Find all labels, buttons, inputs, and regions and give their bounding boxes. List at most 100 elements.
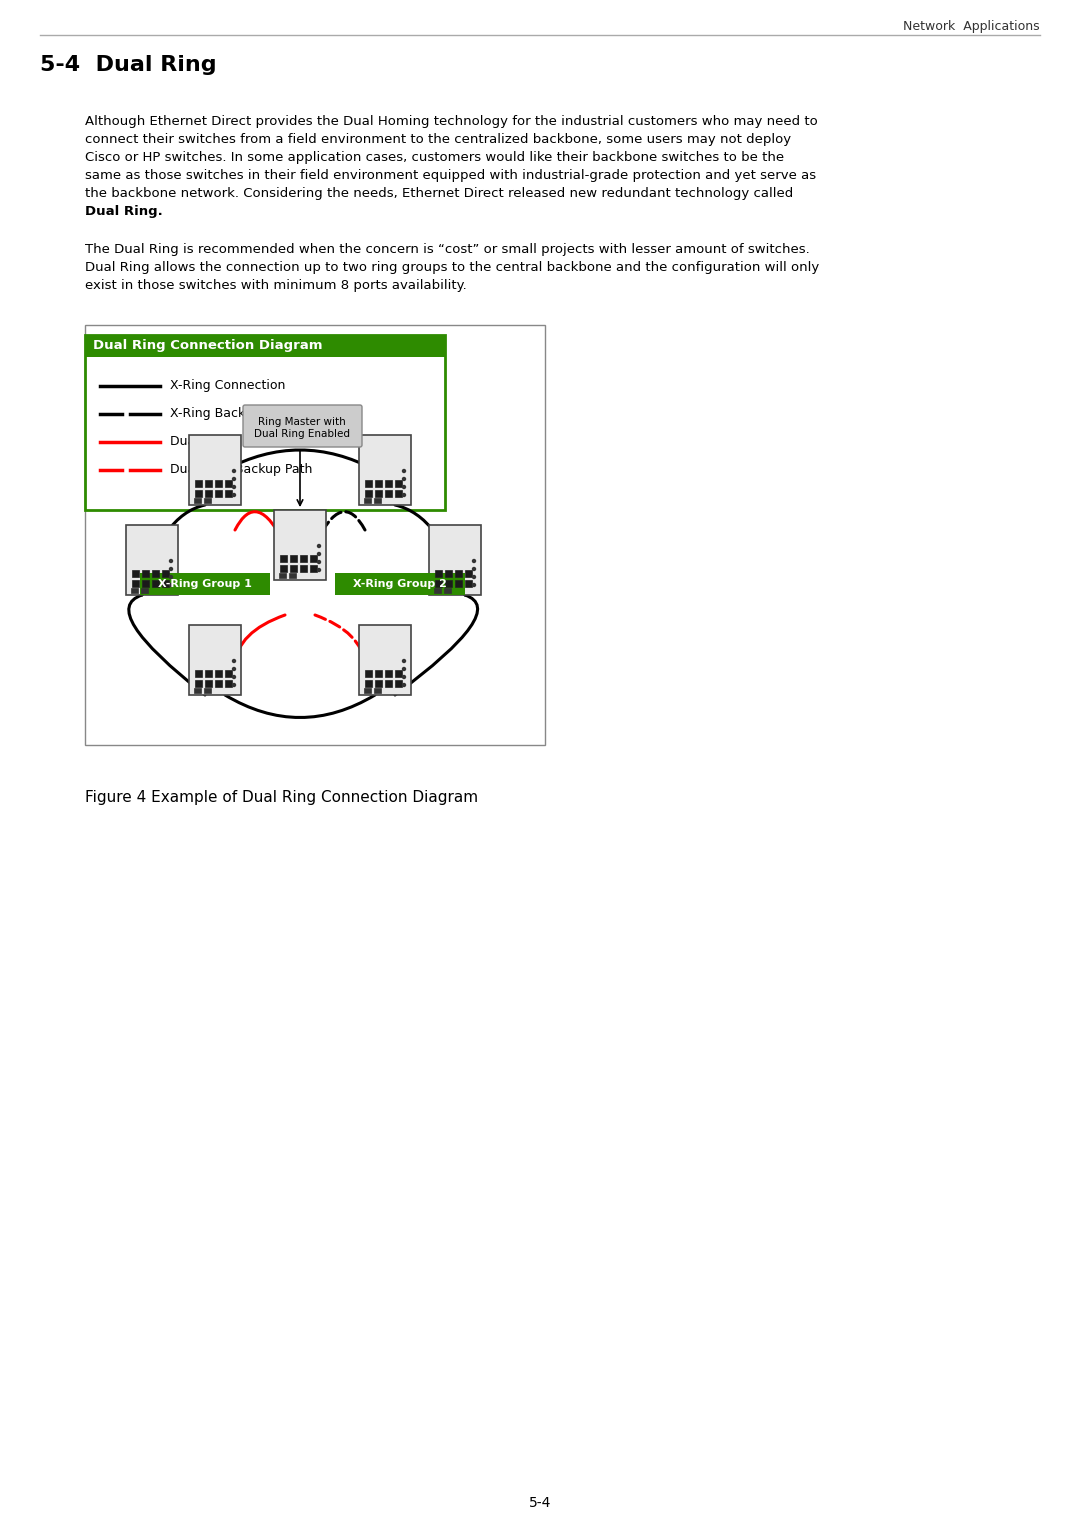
Circle shape	[403, 675, 405, 678]
Bar	[126, 525, 178, 596]
Circle shape	[473, 568, 475, 571]
Bar	[291, 554, 297, 562]
Bar	[85, 334, 445, 510]
Bar	[434, 588, 441, 592]
Bar	[444, 588, 451, 592]
Text: .: .	[85, 205, 90, 218]
Bar	[291, 565, 297, 573]
Bar	[465, 570, 472, 577]
Circle shape	[403, 684, 405, 687]
Text: the backbone network. Considering the needs, Ethernet Direct released new redund: the backbone network. Considering the ne…	[85, 186, 793, 200]
Bar	[141, 588, 148, 592]
Bar	[289, 573, 296, 579]
Bar	[189, 625, 241, 695]
Circle shape	[170, 576, 173, 579]
Bar	[215, 670, 222, 676]
Bar	[85, 325, 545, 745]
Bar	[215, 479, 222, 487]
Bar	[132, 570, 139, 577]
Circle shape	[318, 560, 321, 563]
Bar	[435, 570, 442, 577]
Text: Although Ethernet Direct provides the Dual Homing technology for the industrial : Although Ethernet Direct provides the Du…	[85, 115, 818, 128]
Text: 5-4  Dual Ring: 5-4 Dual Ring	[40, 55, 217, 75]
Text: Cisco or HP switches. In some application cases, customers would like their back: Cisco or HP switches. In some applicatio…	[85, 151, 784, 163]
Bar	[195, 479, 202, 487]
Circle shape	[403, 478, 405, 481]
Bar	[132, 580, 139, 586]
Bar	[384, 490, 392, 496]
Bar	[205, 670, 212, 676]
Bar	[205, 680, 212, 687]
Circle shape	[170, 583, 173, 586]
Bar	[215, 490, 222, 496]
Bar	[335, 573, 465, 596]
Bar	[364, 689, 372, 693]
Circle shape	[232, 675, 235, 678]
Text: X-Ring Connection: X-Ring Connection	[170, 380, 285, 392]
Text: Figure 4 Example of Dual Ring Connection Diagram: Figure 4 Example of Dual Ring Connection…	[85, 789, 478, 805]
Bar	[465, 580, 472, 586]
Text: same as those switches in their field environment equipped with industrial-grade: same as those switches in their field en…	[85, 169, 816, 182]
Bar	[429, 525, 481, 596]
Bar	[225, 680, 232, 687]
Bar	[141, 570, 149, 577]
Bar	[300, 565, 307, 573]
Bar	[204, 498, 211, 502]
Circle shape	[403, 667, 405, 670]
Circle shape	[473, 559, 475, 562]
Bar	[445, 580, 453, 586]
Bar	[364, 498, 372, 502]
Circle shape	[403, 486, 405, 489]
Bar	[215, 680, 222, 687]
Bar	[445, 570, 453, 577]
Text: 5-4: 5-4	[529, 1496, 551, 1510]
Bar	[455, 580, 462, 586]
Bar	[195, 670, 202, 676]
Bar	[85, 334, 445, 357]
Text: X-Ring Backup Path: X-Ring Backup Path	[170, 408, 292, 420]
Circle shape	[473, 576, 475, 579]
Circle shape	[232, 684, 235, 687]
Bar	[310, 554, 318, 562]
Bar	[205, 490, 212, 496]
Bar	[395, 479, 402, 487]
FancyBboxPatch shape	[243, 405, 362, 447]
Bar	[162, 580, 168, 586]
Bar	[435, 580, 442, 586]
Bar	[359, 625, 411, 695]
Bar	[365, 479, 372, 487]
Bar	[395, 670, 402, 676]
Text: Dual Ring.: Dual Ring.	[85, 205, 163, 218]
Bar	[375, 490, 382, 496]
Bar	[375, 670, 382, 676]
Bar	[365, 670, 372, 676]
Bar	[310, 565, 318, 573]
Bar	[300, 554, 307, 562]
Text: X-Ring Group 2: X-Ring Group 2	[353, 579, 447, 589]
Text: exist in those switches with minimum 8 ports availability.: exist in those switches with minimum 8 p…	[85, 279, 467, 292]
Text: Dual Ring: Dual Ring	[170, 435, 231, 449]
Text: Dual Ring Backup Path: Dual Ring Backup Path	[170, 464, 312, 476]
Bar	[225, 479, 232, 487]
Circle shape	[318, 545, 321, 548]
Bar	[152, 570, 159, 577]
Text: Dual Ring Connection Diagram: Dual Ring Connection Diagram	[93, 339, 323, 353]
Bar	[455, 570, 462, 577]
Bar	[152, 580, 159, 586]
Bar	[280, 565, 287, 573]
Bar	[189, 435, 241, 505]
Circle shape	[318, 553, 321, 556]
Bar	[365, 490, 372, 496]
Bar	[140, 573, 270, 596]
Circle shape	[170, 568, 173, 571]
Text: connect their switches from a field environment to the centralized backbone, som: connect their switches from a field envi…	[85, 133, 792, 147]
Bar	[194, 689, 201, 693]
Bar	[374, 498, 381, 502]
Bar	[359, 435, 411, 505]
Bar	[375, 479, 382, 487]
Circle shape	[232, 660, 235, 663]
Circle shape	[232, 469, 235, 472]
Bar	[279, 573, 286, 579]
Circle shape	[232, 667, 235, 670]
Circle shape	[170, 559, 173, 562]
